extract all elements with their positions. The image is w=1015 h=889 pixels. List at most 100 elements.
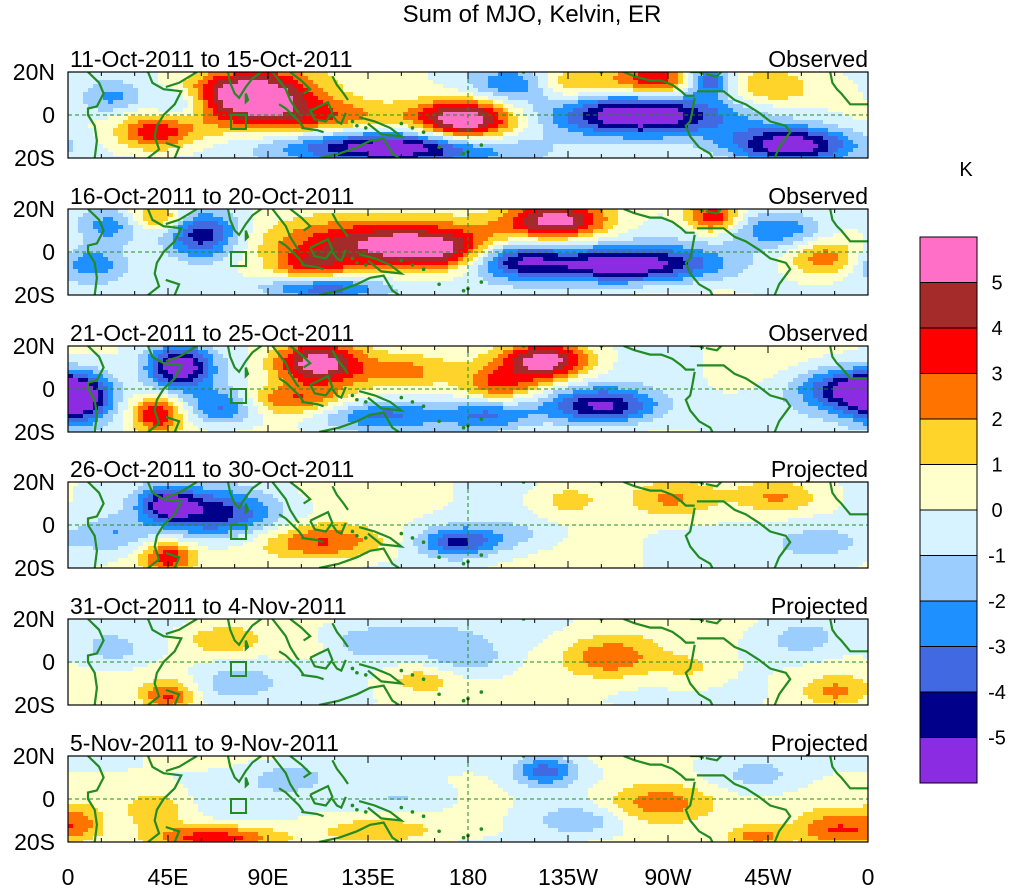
- colorbar-swatch: [919, 737, 978, 784]
- colorbar-units-label: K: [959, 159, 973, 181]
- coastline: [301, 810, 324, 818]
- map-panel: 20N 0 20S 26-Oct-2011 to 30-Oct-2011 Project…: [13, 456, 869, 581]
- coastline: [86, 346, 105, 432]
- panel-status-label: Observed: [768, 183, 868, 209]
- island: [410, 536, 415, 540]
- island: [363, 810, 368, 814]
- x-tick-label: 90W: [644, 864, 692, 889]
- coastline: [244, 230, 250, 242]
- coastline: [226, 209, 262, 237]
- x-tick-label: 0: [862, 864, 875, 889]
- colorbar-swatch: [919, 418, 978, 465]
- island: [479, 827, 484, 831]
- y-tick-label: 0: [42, 512, 55, 538]
- coastline: [358, 116, 406, 139]
- coastline: [165, 209, 198, 226]
- coastline: [358, 663, 406, 685]
- coastline: [684, 781, 714, 842]
- island: [355, 123, 359, 128]
- coastline: [146, 482, 183, 568]
- panel-period-label: 31-Oct-2011 to 4-Nov-2011: [70, 593, 347, 619]
- coastline: [289, 209, 312, 232]
- coastline: [331, 386, 347, 400]
- island: [437, 555, 441, 560]
- panel-status-label: Projected: [771, 456, 868, 482]
- coastline: [309, 647, 334, 670]
- coastline: [165, 756, 198, 773]
- y-tick-label: 0: [42, 102, 55, 128]
- coastline: [829, 482, 868, 516]
- colorbar: K 5 4 3 2 1 0 -1 -2 -3 -4 -5: [919, 159, 1006, 784]
- coastline: [331, 622, 349, 648]
- island: [437, 419, 441, 424]
- island: [399, 258, 404, 263]
- island: [479, 553, 484, 557]
- island: [410, 263, 415, 267]
- coastline: [165, 278, 181, 295]
- panel-status-label: Observed: [768, 46, 868, 72]
- colorbar-tick-label: -4: [988, 682, 1006, 704]
- coastline: [331, 349, 349, 375]
- coastline: [86, 619, 105, 705]
- coastline: [244, 777, 250, 789]
- coastline: [271, 482, 300, 524]
- island: [410, 126, 415, 130]
- island: [479, 280, 484, 284]
- coastline: [696, 227, 792, 295]
- coastline: [331, 522, 347, 536]
- y-tick-label: 20S: [14, 282, 55, 308]
- island: [350, 666, 355, 671]
- colorbar-tick-label: -1: [988, 546, 1006, 568]
- coastline: [829, 756, 868, 790]
- coastline: [684, 97, 714, 158]
- y-tick-label: 20N: [13, 196, 55, 222]
- coastline: [690, 72, 705, 76]
- island: [437, 145, 441, 150]
- x-tick-label: 135W: [538, 864, 598, 889]
- coastline: [696, 637, 792, 705]
- coastline: [705, 72, 723, 78]
- y-tick-label: 20N: [13, 743, 55, 769]
- colorbar-swatch: [919, 236, 978, 283]
- island: [350, 529, 355, 534]
- coastline: [623, 619, 695, 644]
- y-tick-label: 20N: [13, 469, 55, 495]
- coastline: [226, 619, 262, 647]
- island: [350, 803, 355, 808]
- island: [461, 425, 466, 430]
- coastline: [331, 659, 347, 673]
- island: [355, 533, 359, 538]
- coastline: [331, 112, 347, 126]
- panel-status-label: Observed: [768, 320, 868, 346]
- coastline: [829, 209, 868, 243]
- coastline: [705, 209, 723, 215]
- coastline: [623, 346, 695, 371]
- colorbar-tick-label: 0: [991, 500, 1002, 522]
- y-tick-label: 0: [42, 649, 55, 675]
- island: [410, 400, 415, 404]
- island: [461, 288, 466, 293]
- coastline: [684, 234, 714, 295]
- panel-period-label: 16-Oct-2011 to 20-Oct-2011: [70, 183, 354, 209]
- coastline: [318, 547, 400, 568]
- island: [421, 130, 426, 134]
- coastline: [271, 619, 300, 661]
- coastline: [309, 100, 334, 123]
- coastline: [289, 346, 312, 369]
- coastline: [165, 482, 198, 499]
- coastline: [146, 209, 183, 295]
- coastline: [86, 756, 105, 842]
- island: [461, 561, 466, 566]
- coastline: [271, 72, 300, 114]
- colorbar-tick-label: 2: [991, 409, 1002, 431]
- coastline: [318, 274, 400, 295]
- panel-period-label: 11-Oct-2011 to 15-Oct-2011: [70, 46, 353, 72]
- map-panel: 20N 0 20S 21-Oct-2011 to 25-Oct-2011 Observe…: [13, 320, 869, 445]
- coastline: [696, 774, 792, 842]
- island: [479, 143, 484, 147]
- island: [421, 404, 426, 409]
- coastline: [244, 640, 250, 652]
- colorbar-swatch: [919, 373, 978, 420]
- island: [479, 417, 484, 421]
- x-tick-label: 90E: [248, 864, 289, 889]
